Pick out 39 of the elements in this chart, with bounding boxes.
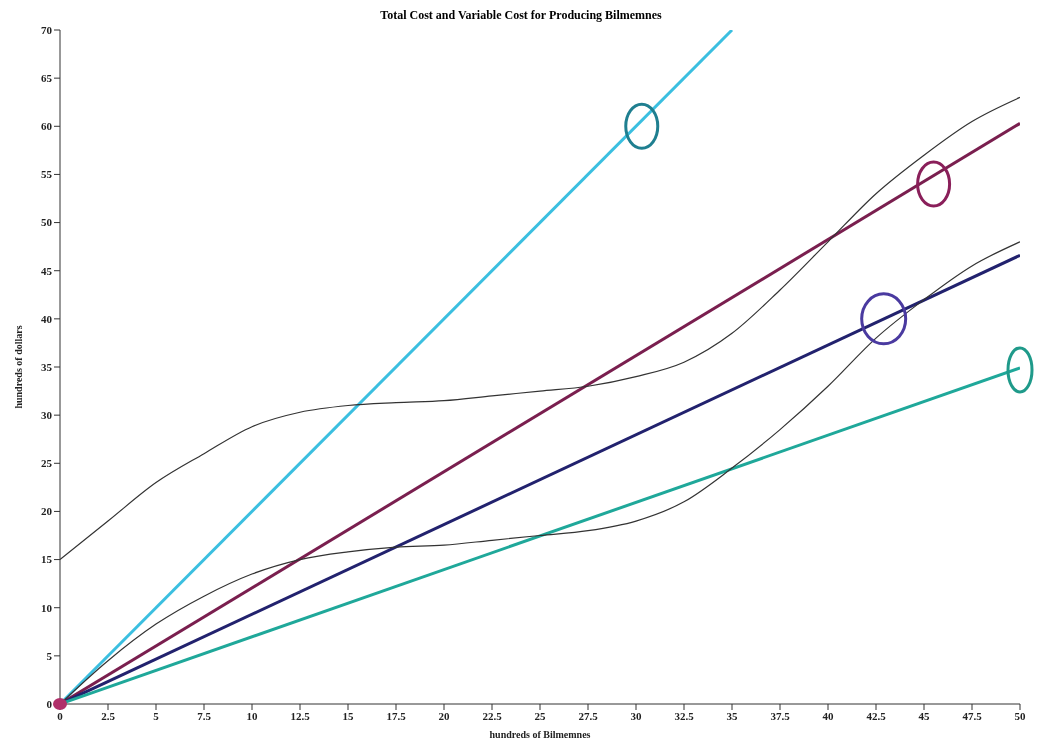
y-tick-label: 35: [41, 360, 53, 373]
y-tick-label: 65: [41, 72, 53, 85]
x-tick-label: 37.5: [770, 709, 791, 722]
x-tick-label: 10: [246, 709, 258, 722]
y-tick-label: 0: [46, 697, 53, 710]
y-tick-label: 70: [41, 23, 53, 36]
y-tick-label: 10: [41, 601, 53, 614]
x-tick-label: 45: [918, 709, 930, 722]
x-tick-label: 22.5: [482, 709, 503, 722]
x-tick-label: 27.5: [578, 709, 599, 722]
x-tick-label: 17.5: [386, 709, 407, 722]
x-tick-label: 40: [822, 709, 834, 722]
x-tick-label: 12.5: [290, 709, 311, 722]
y-tick-label: 30: [41, 409, 53, 422]
x-tick-label: 50: [1014, 709, 1026, 722]
x-tick-label: 42.5: [866, 709, 887, 722]
y-tick-label: 60: [41, 120, 53, 133]
x-tick-label: 35: [726, 709, 738, 722]
x-tick-label: 2.5: [101, 709, 116, 722]
x-tick-label: 30: [630, 709, 642, 722]
x-tick-label: 25: [534, 709, 546, 722]
x-tick-label: 47.5: [962, 709, 983, 722]
x-tick-label: 0: [57, 709, 64, 722]
y-tick-label: 50: [41, 216, 53, 229]
x-tick-label: 5: [153, 709, 160, 722]
x-axis-title: hundreds of Bilmemnes: [489, 729, 591, 740]
y-tick-label: 20: [41, 505, 53, 518]
x-tick-label: 7.5: [197, 709, 212, 722]
chart-title: Total Cost and Variable Cost for Producing Bilmemnes: [379, 8, 663, 22]
y-tick-label: 5: [46, 649, 53, 662]
x-tick-label: 15: [342, 709, 354, 722]
y-axis-title: hundreds of dollars: [12, 325, 24, 409]
y-tick-label: 40: [41, 312, 53, 325]
x-tick-label: 32.5: [674, 709, 695, 722]
y-tick-label: 45: [41, 264, 53, 277]
y-tick-label: 15: [41, 553, 53, 566]
x-tick-label: 20: [438, 709, 450, 722]
y-tick-label: 25: [41, 457, 53, 470]
y-tick-label: 55: [41, 168, 53, 181]
